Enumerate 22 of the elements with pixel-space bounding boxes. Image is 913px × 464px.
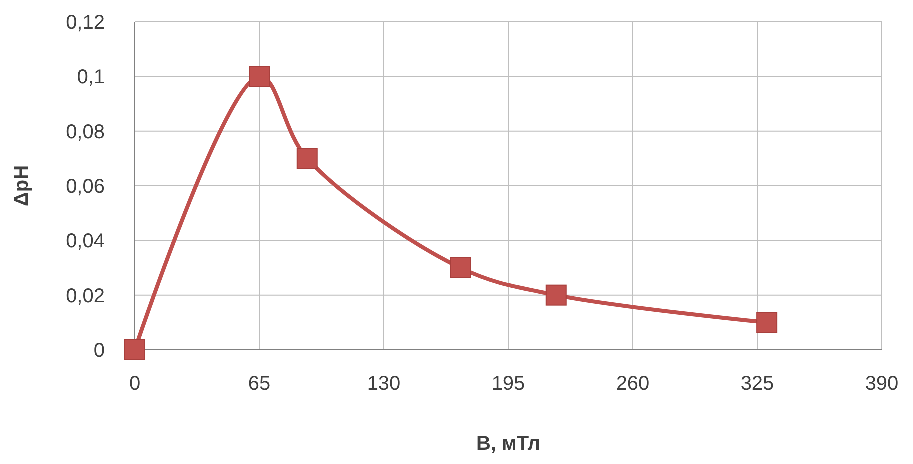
x-tick-label: 390: [865, 373, 899, 395]
x-tick-label: 65: [248, 373, 271, 395]
point: [124, 340, 146, 360]
x-tick-label: 325: [740, 373, 774, 395]
point: [756, 312, 778, 334]
y-tick-label: 0,02: [66, 285, 105, 308]
point: [249, 66, 270, 88]
y-axis-title: ΔpH: [11, 165, 33, 207]
x-tick-label: 195: [492, 373, 526, 395]
y-tick-label: 0,12: [66, 12, 105, 34]
x-tick-label: 0: [129, 373, 141, 395]
y-tick-label: 0: [94, 340, 105, 362]
point: [450, 258, 472, 278]
y-tick-label: 0,08: [66, 121, 105, 144]
x-tick-label: 260: [616, 373, 650, 395]
y-tick-label: 0,06: [66, 176, 105, 198]
x-axis-title: B, мТл: [476, 433, 541, 455]
point: [546, 284, 567, 306]
y-tick-label: 0,04: [66, 230, 105, 253]
x-tick-label: 130: [367, 373, 401, 395]
y-tick-label: 0,1: [77, 66, 105, 89]
point: [296, 148, 318, 170]
